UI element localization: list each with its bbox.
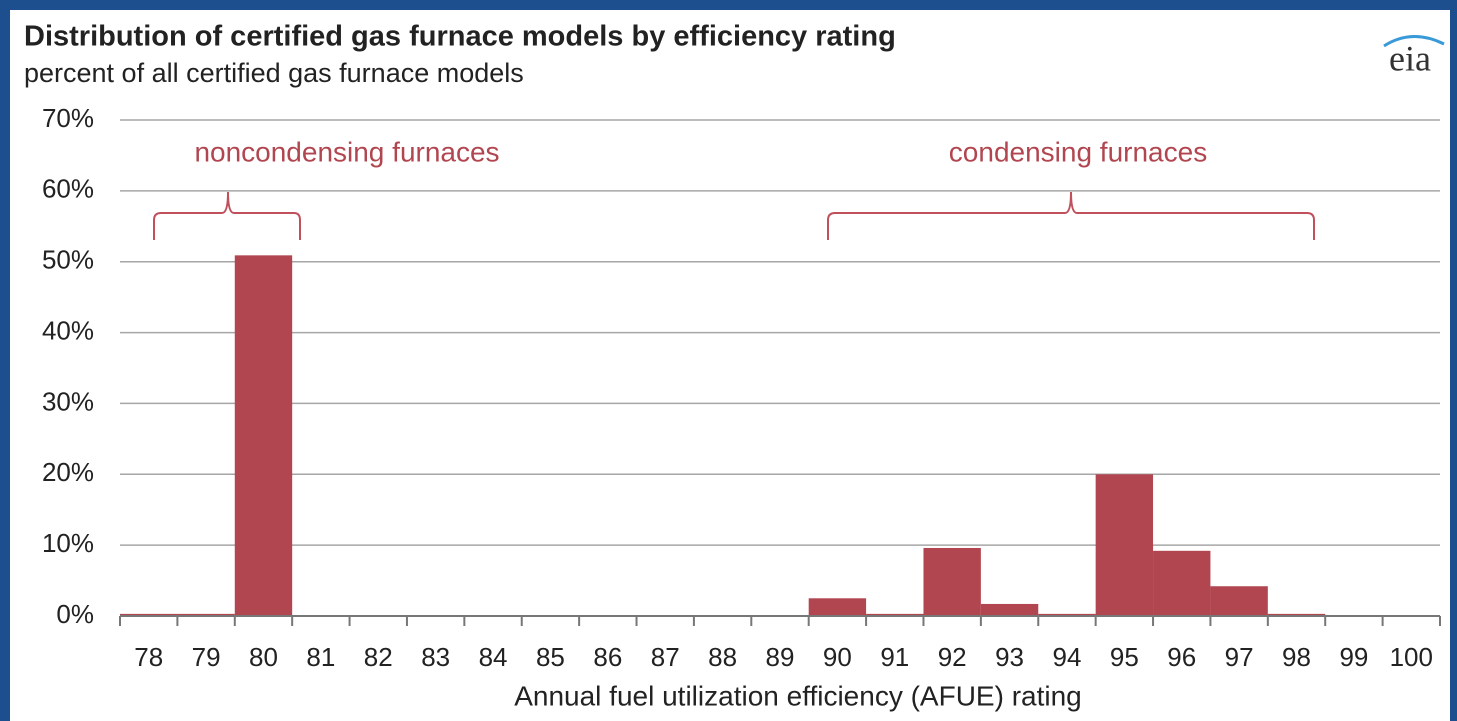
y-tick-label: 50% [42,245,94,275]
y-tick-label: 70% [42,103,94,133]
x-tick-label: 95 [1110,642,1139,672]
x-tick-label: 97 [1225,642,1254,672]
chart-title: Distribution of certified gas furnace mo… [24,21,896,53]
bar [234,255,293,616]
logo: eia [1389,38,1431,78]
bar [1038,613,1096,616]
bracket [827,191,1315,240]
x-tick-label: 92 [938,642,967,672]
x-tick-label: 99 [1339,642,1368,672]
x-tick-label: 94 [1052,642,1081,672]
y-tick-label: 10% [42,528,94,558]
annotation: noncondensing furnaces [194,136,499,167]
x-tick-label: 93 [995,642,1024,672]
bar [120,613,178,616]
x-tick-label: 86 [593,642,622,672]
bar [923,547,981,616]
bar [980,603,1039,616]
x-tick-label: 100 [1390,642,1433,672]
annotation: condensing furnaces [949,136,1207,167]
y-tick-label: 0% [56,599,94,629]
bar [1210,586,1268,616]
x-axis-label: Annual fuel utilization efficiency (AFUE… [514,680,1082,711]
x-tick-label: 78 [134,642,163,672]
x-tick-label: 83 [421,642,450,672]
y-tick-label: 20% [42,457,94,487]
bar [177,613,235,616]
chart-subtitle: percent of all certified gas furnace mod… [24,58,524,88]
x-tick-label: 96 [1167,642,1196,672]
x-tick-label: 89 [766,642,795,672]
x-tick-label: 80 [249,642,278,672]
x-tick-label: 84 [479,642,508,672]
x-tick-label: 88 [708,642,737,672]
bar [1095,474,1154,616]
x-tick-label: 85 [536,642,565,672]
x-tick-label: 91 [880,642,909,672]
bar [866,613,924,616]
bar [1153,550,1211,616]
y-tick-label: 40% [42,315,94,345]
x-tick-label: 87 [651,642,680,672]
x-tick-label: 90 [823,642,852,672]
y-tick-label: 60% [42,174,94,204]
logo-arc [1383,34,1445,48]
x-tick-label: 82 [364,642,393,672]
y-tick-label: 30% [42,386,94,416]
x-tick-label: 79 [192,642,221,672]
x-tick-label: 98 [1282,642,1311,672]
bracket [153,191,301,240]
x-tick-label: 81 [306,642,335,672]
bar [1267,613,1326,616]
bar [808,598,867,616]
